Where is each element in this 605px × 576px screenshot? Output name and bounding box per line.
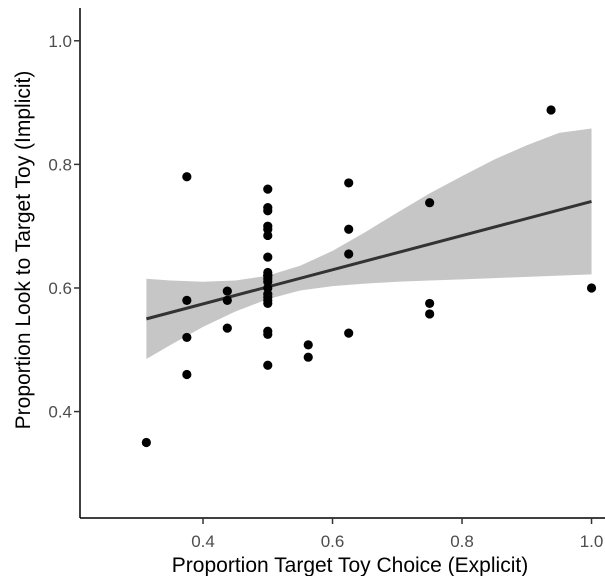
data-point [222, 295, 232, 305]
y-tick-label: 0.6 [48, 279, 72, 298]
regression-line [145, 200, 592, 321]
data-point [182, 172, 192, 182]
data-point [263, 252, 273, 262]
y-tick-label: 0.4 [48, 403, 72, 422]
data-point [425, 309, 435, 319]
y-tick-label: 1.0 [48, 32, 72, 51]
data-point [303, 340, 313, 350]
x-tick-label: 0.8 [450, 532, 474, 551]
confidence-band-layer [146, 128, 592, 360]
data-point [263, 206, 273, 216]
data-point [344, 249, 354, 259]
data-point [425, 298, 435, 309]
data-points-layer [141, 105, 597, 448]
x-tick-label: 1.0 [580, 532, 604, 551]
ticks-layer: 0.4 0.6 0.8 1.0 0.4 0.6 0.8 1.0 [48, 32, 603, 551]
y-tick-label: 0.8 [48, 155, 72, 174]
data-point [182, 332, 192, 343]
data-point [263, 360, 273, 370]
data-point [303, 352, 313, 362]
x-axis-title: Proportion Target Toy Choice (Explicit) [172, 554, 528, 576]
data-point [222, 323, 232, 333]
x-tick-label: 0.6 [321, 532, 345, 551]
x-tick-label: 0.4 [191, 532, 215, 551]
data-point [263, 230, 273, 241]
fit-line-layer [145, 200, 592, 321]
data-point [263, 184, 273, 194]
data-point [182, 295, 192, 305]
data-point [182, 369, 192, 380]
data-point [263, 329, 273, 339]
data-point [222, 286, 232, 296]
data-point [263, 292, 273, 302]
data-point [425, 198, 435, 208]
data-point [263, 283, 273, 293]
axes-layer [79, 8, 605, 519]
data-point [546, 105, 556, 115]
data-point [344, 224, 354, 234]
confidence-band [146, 128, 592, 360]
data-point [141, 437, 151, 448]
data-point [344, 328, 354, 338]
data-point [344, 178, 354, 188]
y-axis-title: Proportion Look to Target Toy (Implicit) [12, 71, 35, 430]
data-point [263, 271, 273, 281]
data-point [586, 283, 597, 293]
